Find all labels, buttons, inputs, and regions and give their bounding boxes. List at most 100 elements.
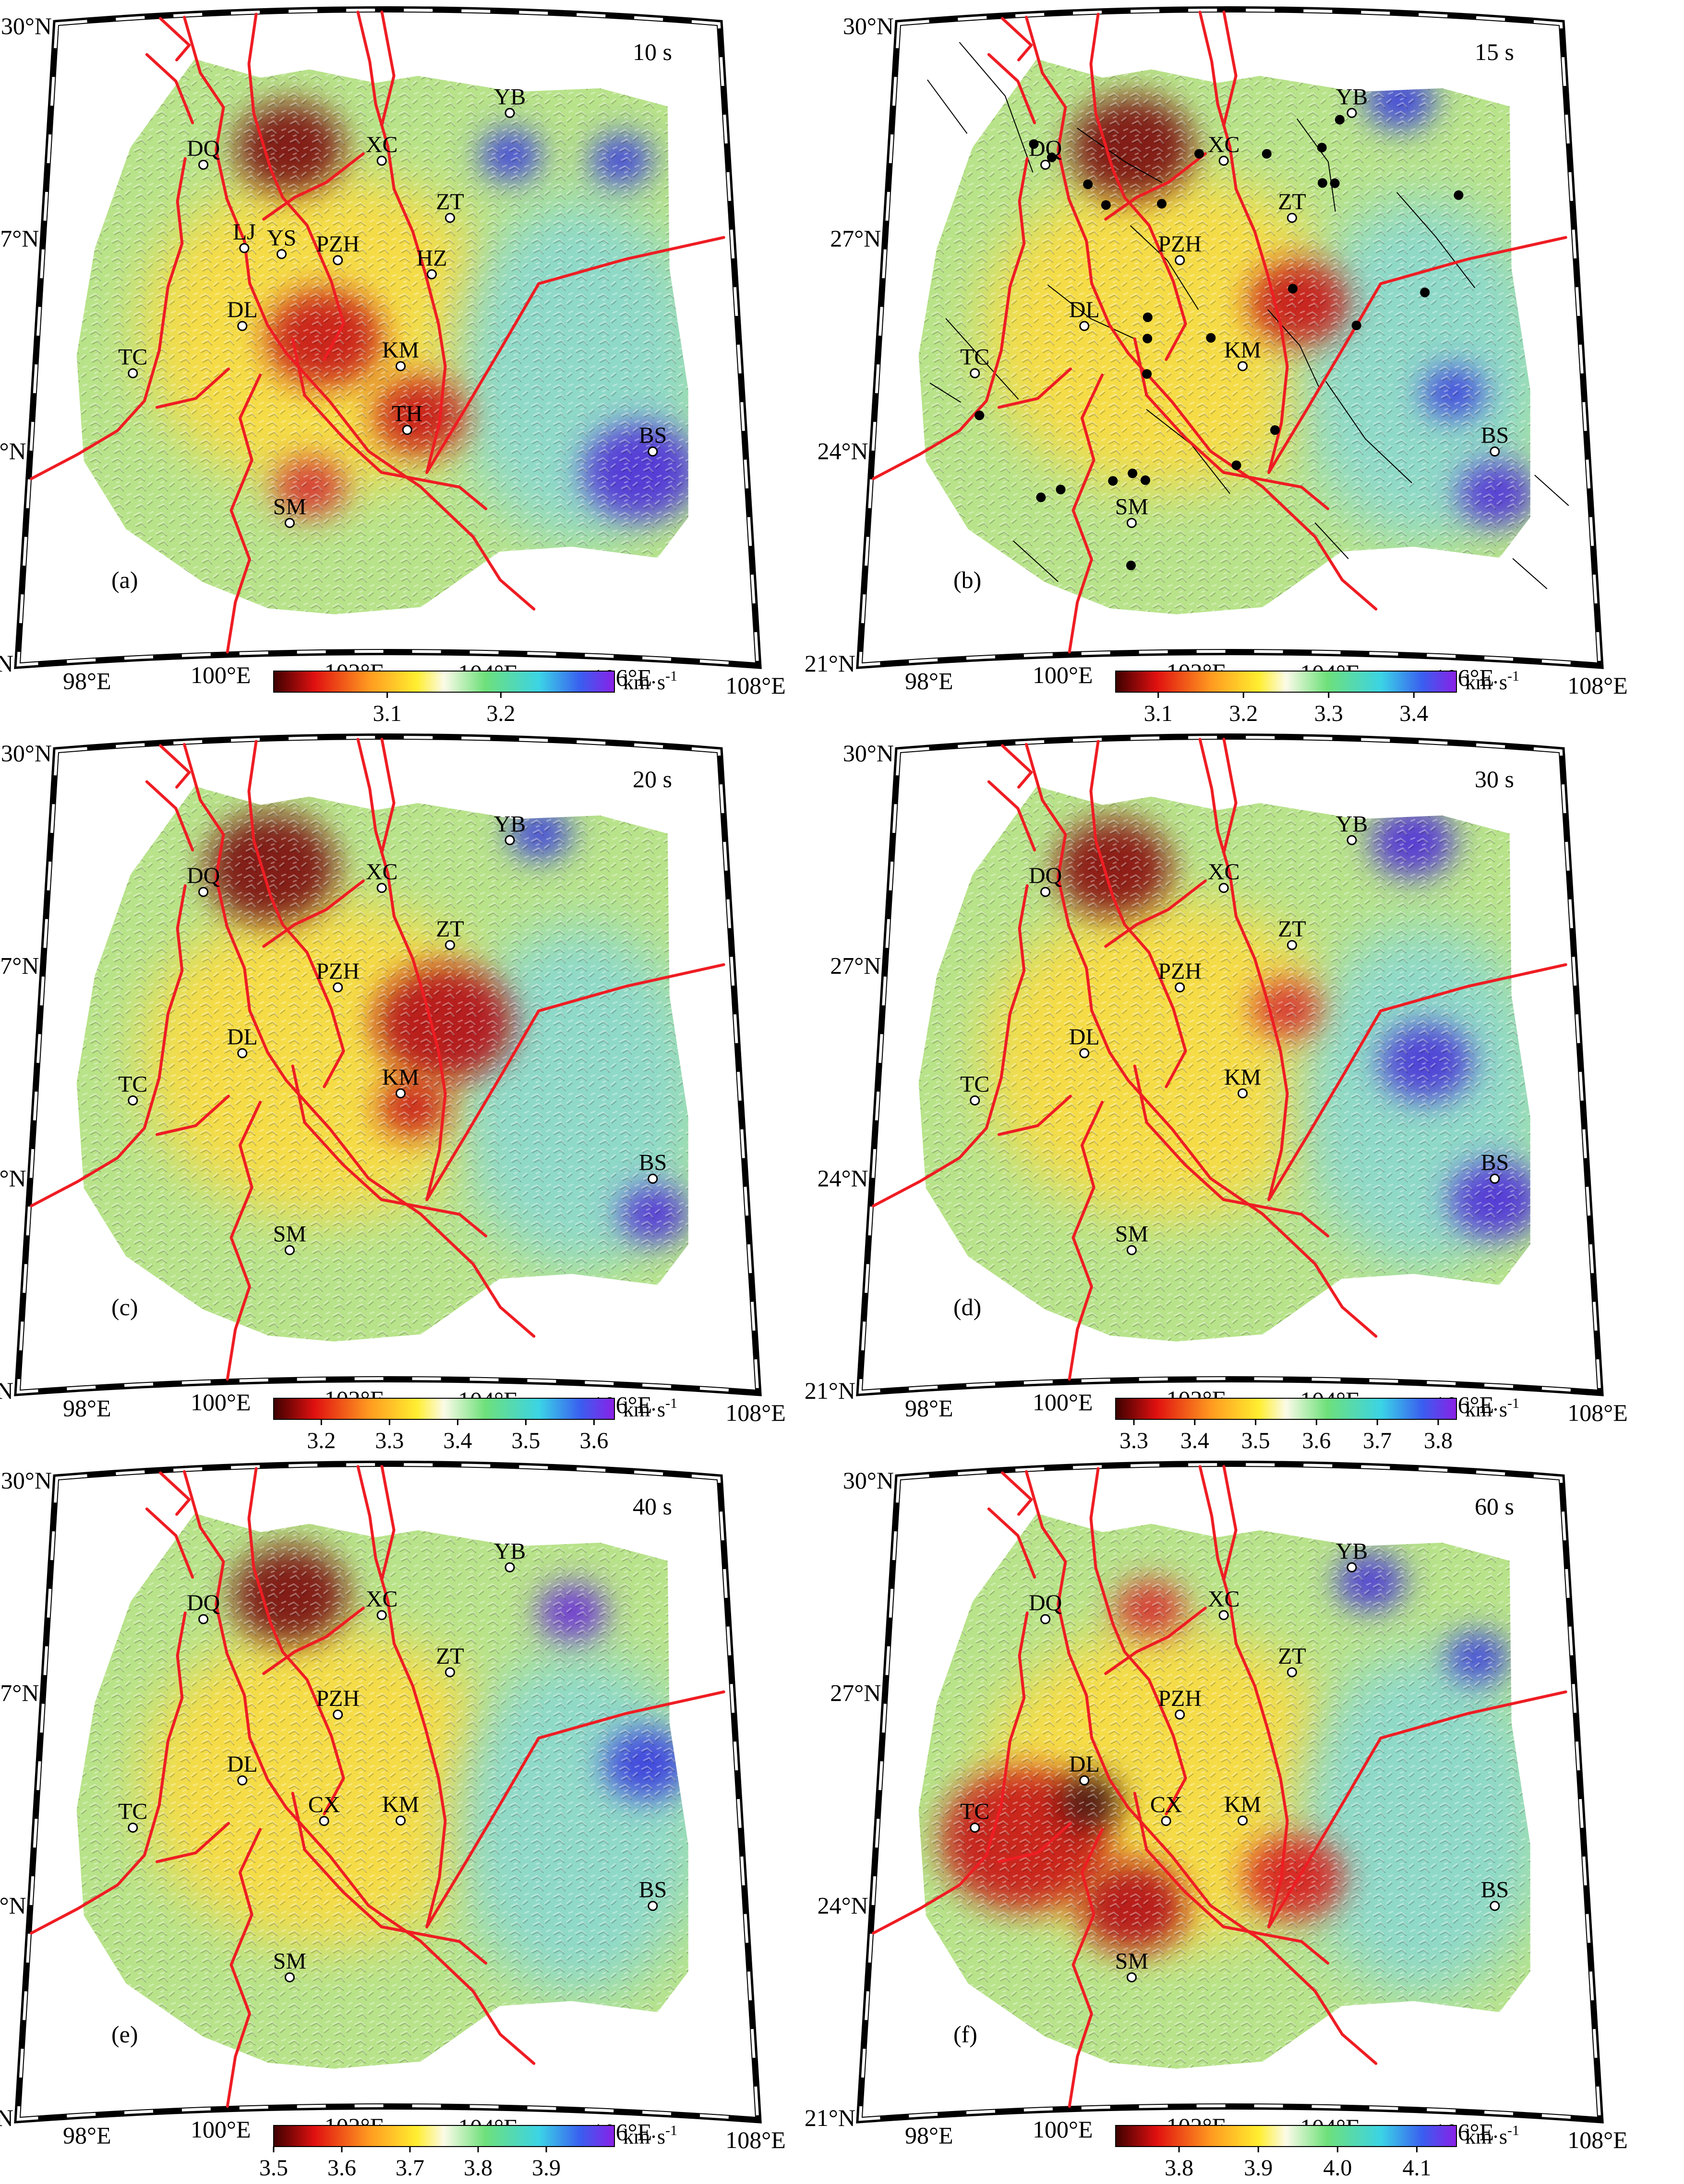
station-marker (128, 1823, 138, 1833)
station-label: YB (494, 84, 526, 109)
velocity-field (918, 786, 1530, 1342)
station-marker (396, 361, 406, 372)
shaded-relief (76, 59, 688, 614)
map-frame-line (19, 11, 757, 664)
longitude-label: 108°E (725, 2126, 786, 2153)
fault-line (145, 53, 194, 124)
fault-line (159, 1471, 191, 1516)
minor-fault (959, 42, 1034, 173)
colorbar-unit: km·s-1 (1465, 668, 1519, 694)
fault-line (291, 1064, 488, 1237)
station-marker (970, 1823, 980, 1833)
major-faults (30, 1465, 725, 2108)
fault-line (1001, 1471, 1033, 1516)
minor-fault (1314, 522, 1349, 559)
latitude-label: 21°N (805, 2104, 855, 2131)
station-marker (198, 887, 209, 897)
longitude-label: 100°E (1033, 1389, 1093, 1416)
station-label: YB (1336, 84, 1368, 109)
station-label: TC (118, 1072, 147, 1097)
station-label: XC (366, 132, 398, 157)
fault-line (262, 152, 365, 221)
longitude-label: 100°E (191, 661, 251, 688)
station-label: DQ (1029, 136, 1062, 161)
station-label: DQ (187, 863, 220, 888)
fault-line (1133, 1064, 1330, 1237)
shaded-relief (918, 1513, 1530, 2069)
colorbar-tick-label: 3.9 (1244, 2155, 1273, 2181)
map-panel-f: YB DQ XC ZT PZH DL CX KM TC BS SM 60 s (f) 30°N 27°N 24… (805, 1460, 1628, 2181)
minor-fault (929, 383, 962, 403)
station-marker (1079, 1775, 1090, 1786)
longitude-label: 100°E (191, 2116, 251, 2143)
map-panel-a: YB DQ XC ZT LJ YS PZH HZ TC DL KM TH BS SM 10 s (a) 30°N… (0, 6, 786, 726)
station-marker (1347, 108, 1357, 118)
colorbar-unit: km·s-1 (623, 1395, 677, 1421)
fault-line (1198, 1465, 1289, 1929)
velocity-field (918, 59, 1530, 614)
station-label: BS (638, 1150, 667, 1176)
velocity-field (76, 1513, 688, 2069)
station-marker (445, 940, 455, 950)
longitude-label: 108°E (1567, 2126, 1628, 2153)
station-label: ZT (436, 916, 464, 942)
earthquake-event (1029, 139, 1039, 149)
longitude-label: 100°E (191, 1389, 251, 1416)
station-label: XC (1208, 132, 1240, 157)
station-label: KM (382, 1065, 419, 1090)
colorbar-tick-label: 3.4 (1180, 1428, 1209, 1453)
station-marker (128, 1095, 138, 1106)
fault-line (247, 1467, 345, 1815)
station-marker (1287, 1667, 1297, 1678)
earthquake-event (1056, 484, 1066, 494)
period-label: 40 s (633, 1493, 672, 1520)
station-label: CX (1150, 1792, 1182, 1818)
fault-line (872, 157, 1029, 480)
station-label: BS (638, 423, 667, 448)
earthquake-event (1317, 143, 1327, 153)
colorbar-unit: km·s-1 (623, 2123, 677, 2148)
earthquake-event (1126, 561, 1136, 571)
station-marker (1238, 1815, 1248, 1826)
earthquake-event (1262, 149, 1272, 159)
earthquake-event (1101, 200, 1111, 210)
colorbar-tick-label: 3.9 (532, 2155, 561, 2181)
station-label: PZH (1158, 1686, 1202, 1711)
station-label: DL (1069, 297, 1100, 323)
earthquake-event (1194, 149, 1204, 159)
latitude-label: 24°N (818, 1164, 868, 1191)
colorbar (1115, 1398, 1457, 1420)
station-label: SM (1115, 1221, 1148, 1247)
map-frame-line (861, 1465, 1599, 2118)
fault-line (1089, 740, 1187, 1088)
minor-fault (1077, 128, 1163, 183)
station-marker (1126, 517, 1137, 528)
earthquake-event (1317, 178, 1327, 188)
station-marker (1490, 1901, 1500, 1911)
fault-line (262, 1607, 365, 1675)
station-marker (198, 1614, 209, 1624)
latitude-label: 21°N (0, 1377, 13, 1404)
fault-line (1001, 744, 1033, 789)
station-marker (1040, 159, 1051, 170)
station-label: SM (1115, 1948, 1148, 1974)
period-label: 30 s (1475, 766, 1514, 792)
fault-line (1068, 373, 1104, 654)
station-label: BS (638, 1877, 667, 1903)
fault-line (1104, 1607, 1207, 1675)
station-marker (1126, 1972, 1137, 1982)
fault-line (1068, 1828, 1104, 2108)
earthquake-event (1157, 199, 1167, 209)
major-faults (30, 11, 725, 654)
fault-line (226, 1101, 262, 1381)
velocity-field (76, 59, 688, 614)
station-marker (1287, 940, 1297, 950)
fault-line (356, 11, 447, 474)
station-label: SM (1115, 494, 1148, 519)
station-label: DL (227, 1024, 258, 1050)
latitude-label: 24°N (0, 1164, 26, 1191)
map-panel-b: YB DQ XC ZT PZH DL KM TC BS SM 15 s (b) 30°N 27°N 24°N… (805, 6, 1628, 726)
fault-line (182, 1470, 536, 2065)
station-label: DQ (187, 136, 220, 161)
colorbar-tick-label: 3.2 (307, 1428, 336, 1453)
